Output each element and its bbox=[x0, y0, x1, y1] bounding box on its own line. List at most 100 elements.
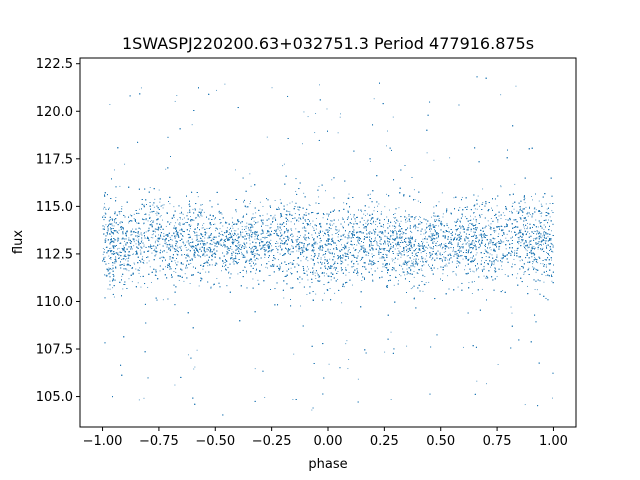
data-point bbox=[456, 263, 458, 264]
data-point bbox=[457, 242, 459, 244]
data-point bbox=[273, 263, 275, 265]
data-point bbox=[369, 249, 371, 251]
data-point bbox=[446, 223, 448, 225]
data-point bbox=[357, 239, 359, 241]
data-point bbox=[210, 248, 211, 250]
data-point bbox=[194, 207, 196, 209]
data-point bbox=[279, 253, 281, 255]
data-point bbox=[102, 208, 104, 210]
data-point bbox=[108, 207, 110, 209]
data-point bbox=[335, 229, 337, 231]
data-point bbox=[471, 242, 473, 244]
data-point bbox=[478, 234, 480, 236]
data-point bbox=[140, 228, 141, 230]
data-point bbox=[531, 196, 533, 197]
data-point bbox=[251, 247, 253, 249]
data-point bbox=[523, 245, 525, 247]
data-point bbox=[393, 231, 395, 233]
data-point bbox=[473, 231, 475, 233]
data-point bbox=[517, 237, 519, 239]
data-point bbox=[311, 234, 313, 236]
data-point bbox=[334, 292, 336, 294]
data-point bbox=[174, 384, 176, 386]
data-point bbox=[545, 264, 547, 266]
data-point bbox=[394, 239, 396, 241]
data-point bbox=[140, 276, 142, 278]
data-point bbox=[348, 216, 349, 218]
data-point bbox=[309, 224, 311, 226]
data-point bbox=[161, 205, 162, 207]
data-point bbox=[507, 240, 509, 242]
data-point bbox=[533, 224, 535, 226]
data-point bbox=[212, 237, 214, 239]
data-point bbox=[104, 256, 106, 258]
data-point bbox=[221, 270, 222, 272]
data-point bbox=[125, 259, 126, 261]
data-point bbox=[442, 273, 444, 275]
data-point bbox=[504, 274, 506, 276]
data-point bbox=[406, 217, 408, 219]
data-point bbox=[546, 215, 548, 216]
data-point bbox=[154, 198, 156, 200]
data-point bbox=[534, 224, 536, 226]
data-point bbox=[165, 237, 167, 239]
data-point bbox=[397, 220, 399, 222]
data-point bbox=[336, 232, 338, 234]
data-point bbox=[283, 232, 285, 234]
data-point bbox=[382, 266, 384, 268]
data-point bbox=[296, 239, 298, 241]
data-point bbox=[173, 225, 175, 227]
data-point bbox=[188, 256, 190, 258]
data-point bbox=[374, 238, 376, 240]
data-point bbox=[274, 217, 276, 219]
data-point bbox=[155, 274, 157, 276]
data-point bbox=[426, 241, 428, 243]
data-point bbox=[382, 233, 384, 235]
data-point bbox=[459, 246, 461, 248]
data-point bbox=[131, 248, 133, 250]
data-point bbox=[335, 228, 336, 230]
data-point bbox=[149, 266, 151, 268]
data-point bbox=[482, 188, 484, 190]
data-point bbox=[533, 238, 535, 239]
data-point bbox=[525, 249, 527, 251]
data-point bbox=[462, 228, 464, 230]
data-point bbox=[121, 275, 123, 277]
data-point bbox=[228, 232, 230, 234]
data-point bbox=[124, 240, 125, 242]
data-point bbox=[449, 258, 451, 260]
data-point bbox=[184, 273, 186, 275]
data-point bbox=[414, 199, 416, 201]
data-point bbox=[472, 245, 474, 247]
data-point bbox=[176, 245, 178, 247]
data-point bbox=[536, 243, 538, 245]
data-point bbox=[143, 232, 145, 234]
data-point bbox=[201, 227, 203, 229]
data-point bbox=[399, 274, 400, 275]
data-point bbox=[204, 255, 206, 257]
data-point bbox=[509, 211, 511, 213]
data-point bbox=[140, 251, 142, 253]
data-point bbox=[430, 233, 432, 235]
data-point bbox=[490, 223, 492, 225]
data-point bbox=[113, 225, 115, 227]
data-point bbox=[313, 270, 315, 272]
data-point bbox=[423, 248, 425, 250]
data-point bbox=[108, 269, 110, 271]
data-point bbox=[310, 255, 312, 257]
data-point bbox=[277, 223, 279, 225]
data-point bbox=[500, 186, 502, 188]
data-point bbox=[270, 239, 272, 241]
data-point bbox=[207, 247, 209, 248]
data-point bbox=[150, 236, 152, 238]
data-point bbox=[495, 230, 497, 232]
data-point bbox=[201, 215, 203, 217]
data-point bbox=[527, 247, 529, 249]
data-point bbox=[187, 212, 189, 214]
data-point bbox=[222, 225, 224, 227]
data-point bbox=[138, 399, 140, 401]
data-point bbox=[183, 217, 185, 219]
data-point bbox=[160, 249, 162, 251]
data-point bbox=[541, 222, 542, 223]
